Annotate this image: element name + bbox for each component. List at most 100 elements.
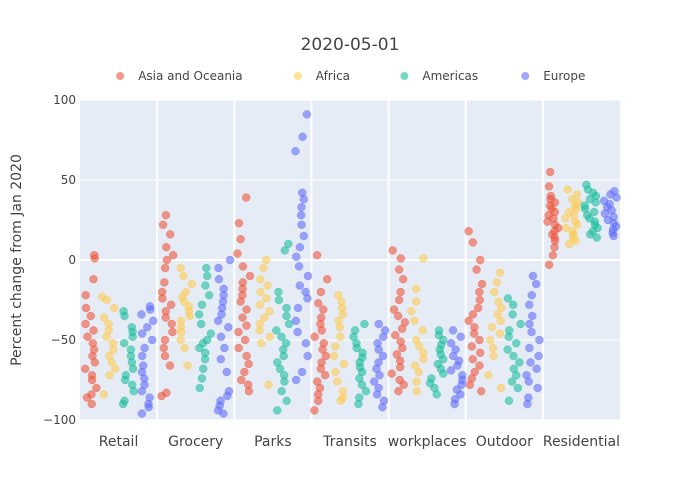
legend-item[interactable]: Europe (521, 69, 585, 83)
data-point (176, 316, 186, 326)
data-point (589, 207, 599, 217)
data-point (109, 303, 119, 313)
data-point (374, 319, 383, 329)
data-point (272, 326, 281, 335)
data-point (476, 386, 486, 396)
data-point (374, 358, 383, 367)
x-category-label: workplaces (388, 434, 467, 450)
data-point (380, 326, 390, 335)
data-point (544, 182, 554, 191)
data-point (338, 386, 348, 396)
data-point (513, 383, 523, 393)
data-point (119, 306, 128, 316)
data-point (298, 188, 307, 198)
data-point (336, 332, 345, 342)
data-point (446, 366, 456, 375)
data-point (81, 319, 90, 329)
data-point (145, 393, 154, 402)
data-point (515, 358, 524, 367)
data-point (279, 370, 289, 380)
data-point (470, 322, 479, 332)
data-point (166, 300, 176, 310)
data-point (265, 332, 274, 342)
data-point (197, 374, 207, 383)
data-point (90, 250, 99, 260)
data-point (121, 370, 131, 380)
data-point (282, 396, 291, 406)
data-point (310, 406, 319, 415)
data-point (487, 322, 497, 332)
data-point (158, 220, 168, 230)
data-point (433, 359, 443, 369)
data-point (160, 335, 170, 345)
data-point (282, 303, 291, 313)
data-point (293, 303, 303, 313)
data-point (411, 297, 421, 306)
data-point (297, 367, 307, 377)
legend-item[interactable]: Africa (293, 69, 350, 83)
data-point (206, 329, 216, 338)
data-point (504, 396, 514, 406)
data-point (394, 265, 404, 274)
y-axis-title: Percent change from Jan 2020 (9, 154, 25, 366)
data-point (473, 303, 483, 313)
y-tick-label: 100 (53, 93, 76, 107)
data-point (128, 380, 137, 390)
legend-item[interactable]: Americas (400, 69, 478, 83)
data-point (176, 263, 185, 273)
data-point (143, 322, 152, 332)
axis-layer: −100 −50 0 50 100 Retail Grocery Parks Transits w… (43, 93, 620, 450)
data-point (355, 393, 364, 402)
data-point (391, 330, 400, 340)
data-point (245, 271, 255, 281)
data-point (168, 327, 177, 337)
data-point (157, 287, 167, 297)
data-point (183, 361, 192, 370)
data-point (293, 327, 302, 337)
data-point (236, 234, 245, 244)
data-point (419, 254, 428, 263)
data-point (137, 351, 147, 361)
data-point (176, 335, 185, 345)
x-category-label: Retail (99, 434, 139, 450)
data-point (396, 254, 406, 263)
data-point (454, 356, 464, 366)
legend-label: Asia and Oceania (138, 69, 242, 83)
data-point (495, 329, 505, 338)
data-point (389, 305, 399, 314)
data-point (398, 274, 408, 284)
data-point (148, 316, 158, 326)
data-point (610, 186, 619, 196)
data-point (162, 242, 171, 252)
legend[interactable]: Asia and Oceania Africa Americas Europe (116, 69, 585, 83)
data-point (138, 361, 148, 370)
data-point (111, 364, 120, 374)
data-point (533, 383, 542, 393)
data-point (274, 287, 283, 297)
data-point (488, 343, 498, 353)
data-point (295, 242, 305, 252)
data-point (167, 319, 177, 329)
data-point (495, 268, 505, 278)
data-point (214, 274, 224, 284)
data-point (379, 396, 389, 406)
x-category-label: Grocery (168, 434, 223, 450)
data-point (475, 295, 485, 305)
legend-label: Americas (422, 69, 478, 83)
data-point (561, 214, 570, 223)
data-point (234, 343, 243, 353)
data-point (393, 311, 403, 321)
data-point (525, 319, 534, 329)
data-point (255, 319, 265, 329)
data-point (369, 377, 379, 386)
data-point (291, 146, 300, 156)
data-point (165, 361, 175, 370)
legend-item[interactable]: Asia and Oceania (116, 69, 243, 83)
legend-marker (293, 72, 302, 80)
data-point (314, 298, 323, 308)
data-point (392, 350, 402, 359)
x-category-label: Residential (543, 434, 620, 450)
data-point (273, 406, 282, 415)
data-point (233, 249, 242, 258)
data-point (394, 386, 403, 396)
